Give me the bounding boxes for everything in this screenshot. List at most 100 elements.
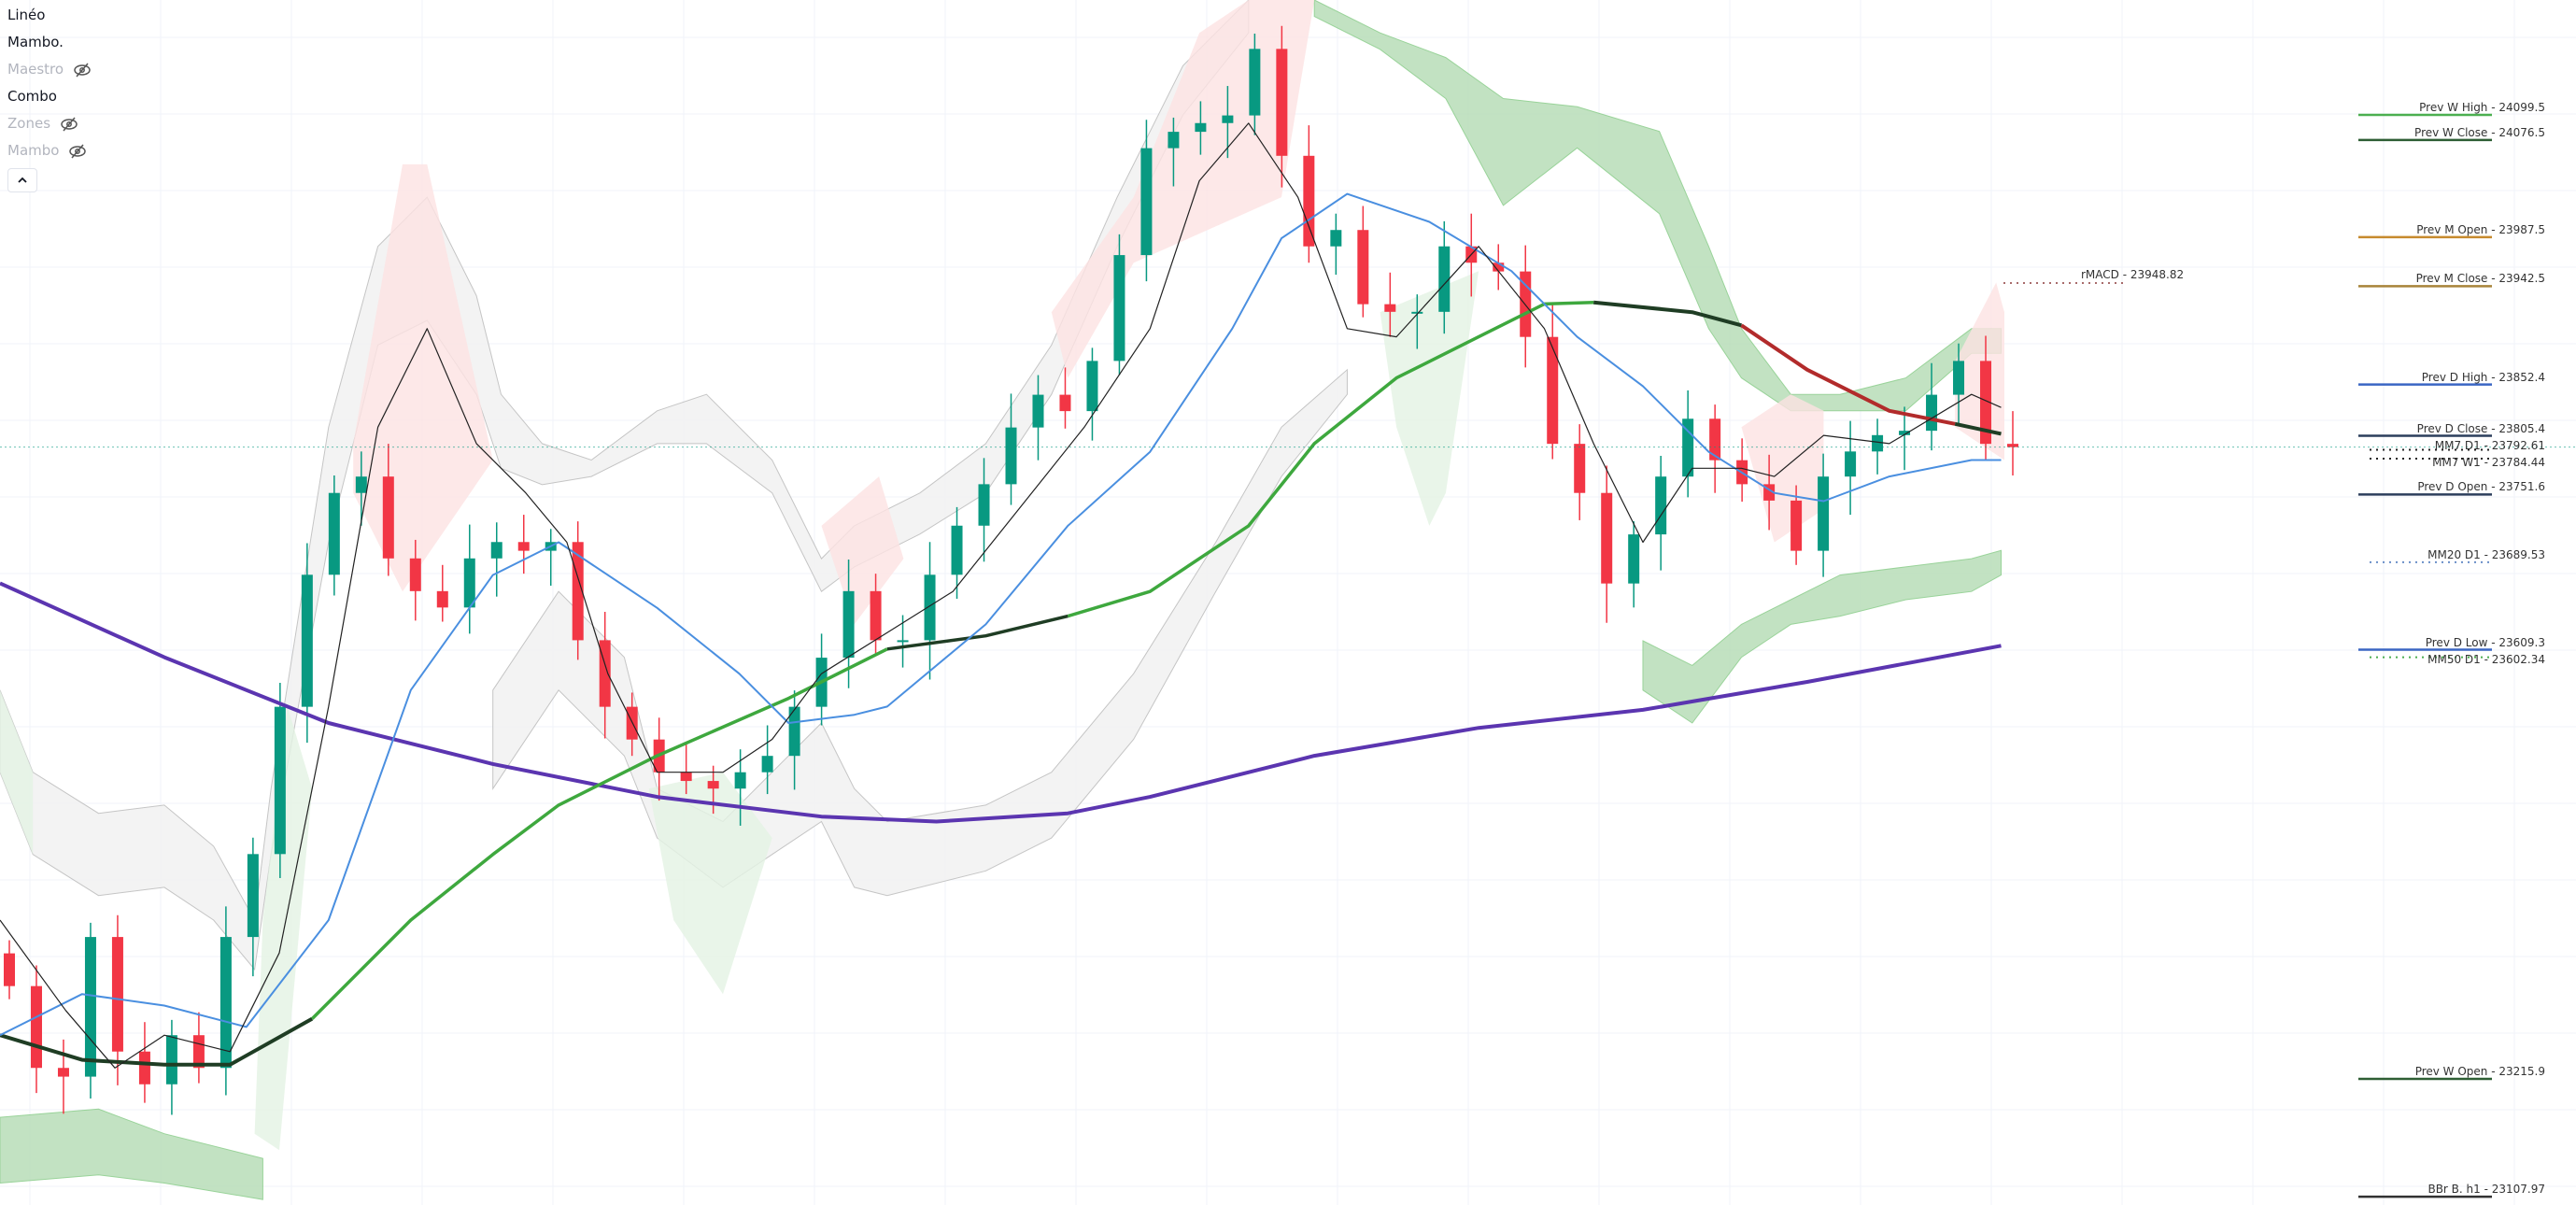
- candle-down: [517, 542, 530, 551]
- legend-item-zones[interactable]: Zones: [7, 110, 92, 137]
- candle-down: [409, 558, 421, 591]
- candle-up: [1438, 246, 1451, 312]
- bullish-cloud: [1380, 271, 1479, 526]
- candle-up: [1411, 311, 1423, 314]
- level-label: MM7 D1 - 23792.61: [2434, 438, 2545, 452]
- level-label: Prev M Close - 23942.5: [2415, 272, 2545, 286]
- candle-up: [1195, 122, 1207, 133]
- legend-item-label: Linéo: [7, 7, 46, 23]
- level-label: MM7 W1 - 23784.44: [2432, 455, 2545, 469]
- eye-off-icon[interactable]: [73, 63, 92, 78]
- candle-up: [1330, 230, 1342, 247]
- candle-up: [219, 937, 232, 1069]
- candle-up: [1628, 534, 1640, 584]
- candle-down: [1547, 336, 1559, 445]
- legend-item-label: Maestro: [7, 61, 64, 78]
- candle-down: [1790, 500, 1803, 551]
- candle-up: [355, 476, 367, 493]
- eye-off-icon[interactable]: [60, 117, 78, 132]
- candle-up: [1140, 148, 1153, 256]
- legend-item-mambo[interactable]: Mambo: [7, 137, 92, 164]
- moving-average-line: [1740, 323, 1956, 426]
- chevron-up-icon: [18, 177, 27, 183]
- candle-down: [4, 953, 15, 986]
- candle-up: [1872, 434, 1884, 452]
- level-label: MM50 D1 - 23602.34: [2427, 652, 2545, 666]
- legend-item-lino[interactable]: Linéo: [7, 2, 92, 29]
- candle-up: [1086, 361, 1098, 412]
- candle-down: [1980, 361, 1992, 445]
- level-label: Prev D Open - 23751.6: [2417, 480, 2545, 494]
- candle-down: [1059, 394, 1071, 412]
- moving-average-line: [1593, 300, 1743, 328]
- candle-down: [1709, 418, 1721, 461]
- bullish-cloud: [254, 706, 313, 1151]
- eye-off-icon[interactable]: [68, 144, 87, 159]
- moving-average-line: [0, 122, 2002, 1069]
- candle-down: [138, 1051, 150, 1084]
- candle-up: [1899, 431, 1911, 435]
- candle-up: [978, 484, 990, 526]
- candle-up: [463, 558, 475, 608]
- moving-average-line: [886, 614, 1069, 651]
- legend-item-label: Zones: [7, 115, 51, 132]
- candle-up: [924, 574, 936, 641]
- candle-up: [84, 937, 96, 1077]
- rmacd-label: rMACD - 23948.82: [2081, 267, 2185, 281]
- candle-down: [1601, 492, 1613, 584]
- candle-down: [1276, 49, 1288, 156]
- candle-up: [761, 756, 773, 773]
- legend-item-combo[interactable]: Combo: [7, 83, 92, 110]
- candle-down: [111, 937, 123, 1052]
- legend-item-label: Mambo: [7, 142, 60, 159]
- bearish-cloud: [1741, 394, 1824, 543]
- candle-down: [2007, 444, 2018, 447]
- level-label: BBr B. h1 - 23107.97: [2427, 1183, 2545, 1197]
- candle-down: [1357, 230, 1369, 305]
- legend-item-label: Combo: [7, 88, 57, 105]
- moving-average-line: [0, 192, 2002, 1037]
- candle-up: [1926, 394, 1938, 432]
- collapse-legend-button[interactable]: [7, 168, 37, 192]
- bearish-cloud: [353, 163, 493, 592]
- moving-average-line: [0, 581, 2002, 824]
- candle-up: [1818, 476, 1830, 551]
- candle-down: [870, 590, 882, 641]
- legend-item-label: Mambo.: [7, 34, 64, 50]
- candle-down: [707, 781, 719, 789]
- candle-up: [897, 640, 909, 643]
- candle-up: [301, 574, 313, 707]
- bullish-cloud: [0, 689, 34, 855]
- moving-average-line: [0, 1016, 314, 1067]
- bearish-cloud: [1051, 0, 1315, 378]
- level-label: Prev M Open - 23987.5: [2416, 222, 2545, 236]
- candle-up: [1845, 451, 1857, 477]
- indicator-band: [0, 1108, 263, 1200]
- candle-up: [1249, 49, 1261, 116]
- candle-up: [1005, 427, 1017, 485]
- moving-average-line: [1954, 421, 2002, 436]
- candle-up: [842, 590, 855, 659]
- candle-down: [1384, 304, 1396, 312]
- candle-up: [1032, 394, 1044, 428]
- level-label: Prev W Close - 24076.5: [2414, 125, 2545, 139]
- candle-down: [30, 985, 42, 1069]
- bullish-cloud: [648, 772, 772, 995]
- bearish-cloud: [1955, 282, 2004, 461]
- candle-down: [1574, 444, 1586, 493]
- level-label: MM20 D1 - 23689.53: [2427, 547, 2545, 561]
- candle-down: [382, 476, 394, 559]
- candle-up: [490, 542, 502, 559]
- level-label: Prev D Low - 23609.3: [2425, 635, 2545, 649]
- candle-down: [57, 1068, 69, 1077]
- candle-up: [328, 492, 340, 575]
- legend-item-mambo[interactable]: Mambo.: [7, 29, 92, 56]
- moving-average-line: [310, 647, 888, 1020]
- indicator-band: [1642, 549, 2002, 724]
- candle-up: [165, 1035, 177, 1084]
- candle-up: [1655, 476, 1667, 535]
- moving-average-line: [1067, 300, 1594, 618]
- legend-item-maestro[interactable]: Maestro: [7, 56, 92, 83]
- candle-up: [1168, 132, 1180, 149]
